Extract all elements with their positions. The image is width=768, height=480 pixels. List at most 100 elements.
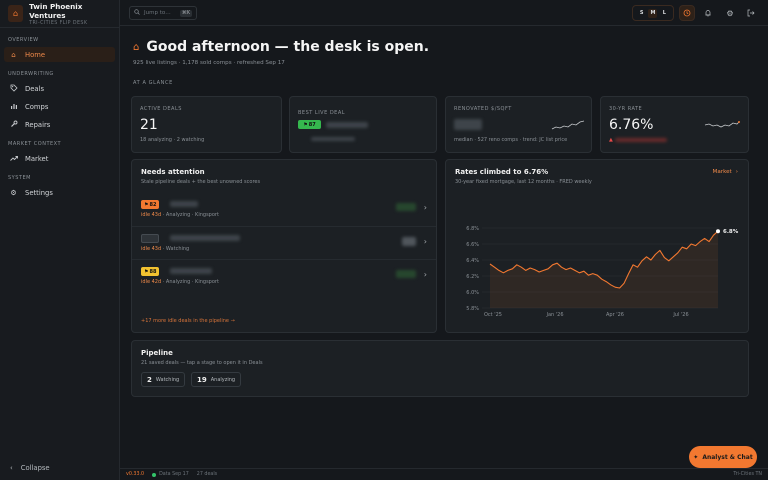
last-point-marker [716,229,720,234]
y-tick-label: 6.6% [466,242,479,248]
redacted-details [311,137,355,141]
redacted-address [170,235,240,241]
notifications-button[interactable] [700,5,716,21]
attention-row[interactable]: ⚑ 82 idle 43d · Analyzing · Kingsport › [132,193,436,225]
collapse-button[interactable]: ‹ Collapse [4,464,56,472]
stage-count: 2 [147,375,152,384]
chevron-right-icon: › [423,203,427,212]
redacted-address [170,201,198,207]
renovated-price-card[interactable]: RENOVATED $/SQFT median · 527 reno comps… [445,96,592,153]
house-icon: ⌂ [11,50,16,59]
sidebar-item-deals[interactable]: Deals [4,81,115,96]
row-details: · Watching [162,246,190,252]
settings-button[interactable]: ⚙ [722,5,738,21]
nav-section-overview: OVERVIEW [8,37,39,43]
stage-label: Watching [155,376,180,383]
kpi-label: RENOVATED $/SQFT [454,106,512,112]
logout-icon [747,9,755,17]
sparkline [704,121,740,128]
score-value: 87 [308,121,316,128]
brand-subtitle: TRI-CITIES FLIP DESK [29,20,88,26]
arrow-up-icon: ▲ [609,137,613,143]
status-bar: v0.33.0 Data Sep 17 27 deals Tri-Cities … [120,468,768,480]
search-icon [134,9,140,17]
analyst-chat-button[interactable]: ✦ Analyst & Chat [689,446,757,468]
sidebar-item-comps[interactable]: Comps [4,99,115,114]
attention-row[interactable]: idle 43d · Watching › [132,226,436,258]
rate-card[interactable]: 30-YR RATE 6.76% ▲ [600,96,749,153]
sidebar: ⌂ Twin Phoenix Ventures TRI-CITIES FLIP … [0,0,120,480]
density-toggle[interactable]: S M L [632,5,674,21]
sidebar-item-settings[interactable]: ⚙ Settings [4,185,115,200]
section-title: Pipeline [141,349,173,357]
logout-button[interactable] [743,5,759,21]
status-dot-icon [152,472,157,477]
idle-days: idle 43d [141,246,162,252]
clock-button[interactable] [679,5,695,21]
more-idle-deals-link[interactable]: +17 more idle deals in the pipeline → [141,318,235,324]
gear-icon: ⚙ [10,188,17,197]
stage-label: Analyzing [210,376,236,383]
score-value: 82 [149,201,157,208]
chevron-right-icon: › [735,169,738,175]
density-small[interactable]: S [639,10,644,16]
trending-up-icon [9,154,18,164]
kpi-label: 30-YR RATE [609,106,643,112]
stage-count: 19 [197,375,207,384]
row-meta: idle 42d · Analyzing · Kingsport [141,279,219,285]
best-live-deal-card[interactable]: BEST LIVE DEAL ⚑ 87 [289,96,437,153]
pipeline-card: Pipeline 21 saved deals — tap a stage to… [131,340,749,397]
row-meta: idle 43d · Analyzing · Kingsport [141,212,219,218]
kpi-label: ACTIVE DEALS [140,106,182,112]
stage-watching-button[interactable]: 2 Watching [141,372,186,387]
score-badge-empty [141,234,159,243]
market-link[interactable]: Market › [713,169,738,175]
sidebar-item-repairs[interactable]: Repairs [4,117,115,132]
series-line [489,230,719,289]
redacted-metric [402,237,416,246]
redacted-address [326,121,368,128]
kpi-value: 6.76% [609,117,654,133]
active-deals-card[interactable]: ACTIVE DEALS 21 18 analyzing · 2 watchin… [131,96,282,153]
series-area [490,231,718,308]
redacted-metric [396,203,416,211]
deal-count: 27 deals [196,472,218,477]
flag-icon: ⚑ [144,268,149,275]
x-tick-label: Jul '26 [672,312,688,318]
brand-header[interactable]: ⌂ Twin Phoenix Ventures TRI-CITIES FLIP … [0,0,119,28]
kpi-label: BEST LIVE DEAL [298,110,346,116]
y-tick-label: 6.4% [466,258,479,264]
redacted-change [614,138,667,142]
density-large[interactable]: L [662,10,666,16]
search-shortcut: ⌘K [180,9,192,17]
chevron-right-icon: › [423,270,427,279]
y-tick-label: 6.8% [466,226,479,232]
house-logo-icon: ⌂ [8,5,24,22]
search-placeholder: Jump to… [144,10,171,16]
sidebar-item-label: Deals [25,84,45,93]
idle-days: idle 43d [141,212,162,218]
section-title: Rates climbed to 6.76% [455,168,549,176]
section-subtitle: 30-year fixed mortgage, last 12 months ·… [455,179,592,185]
stage-analyzing-button[interactable]: 19 Analyzing [191,372,242,387]
sidebar-item-market[interactable]: Market [4,151,115,166]
rates-card: Rates climbed to 6.76% 30-year fixed mor… [445,159,749,333]
attention-row[interactable]: ⚑ 88 idle 42d · Analyzing · Kingsport › [132,259,436,291]
page-title: Good afternoon — the desk is open. [146,39,430,55]
brand-name: Twin Phoenix Ventures [29,1,83,20]
kpi-value: 21 [140,117,158,133]
greeting-subtitle: 925 live listings · 1,178 sold comps · r… [133,60,285,66]
bell-icon [705,10,711,17]
house-icon: ⌂ [133,41,140,53]
rates-line-chart: 6.8% 6.6% 6.4% 6.2% 6.0% 5.8% Oct '25 Jan '26 Ap… [466,226,738,318]
search-input[interactable]: Jump to… ⌘K [129,6,197,20]
row-details: · Analyzing · Kingsport [162,212,219,218]
redacted-metric [396,270,416,278]
density-medium[interactable]: M [648,8,658,18]
sidebar-item-home[interactable]: ⌂ Home [4,47,115,62]
flag-icon: ⚑ [303,121,308,128]
sparkle-icon: ✦ [693,453,699,461]
data-date: Data Sep 17 [159,472,189,477]
chat-button-label: Analyst & Chat [702,453,753,461]
clock-icon [683,9,691,17]
